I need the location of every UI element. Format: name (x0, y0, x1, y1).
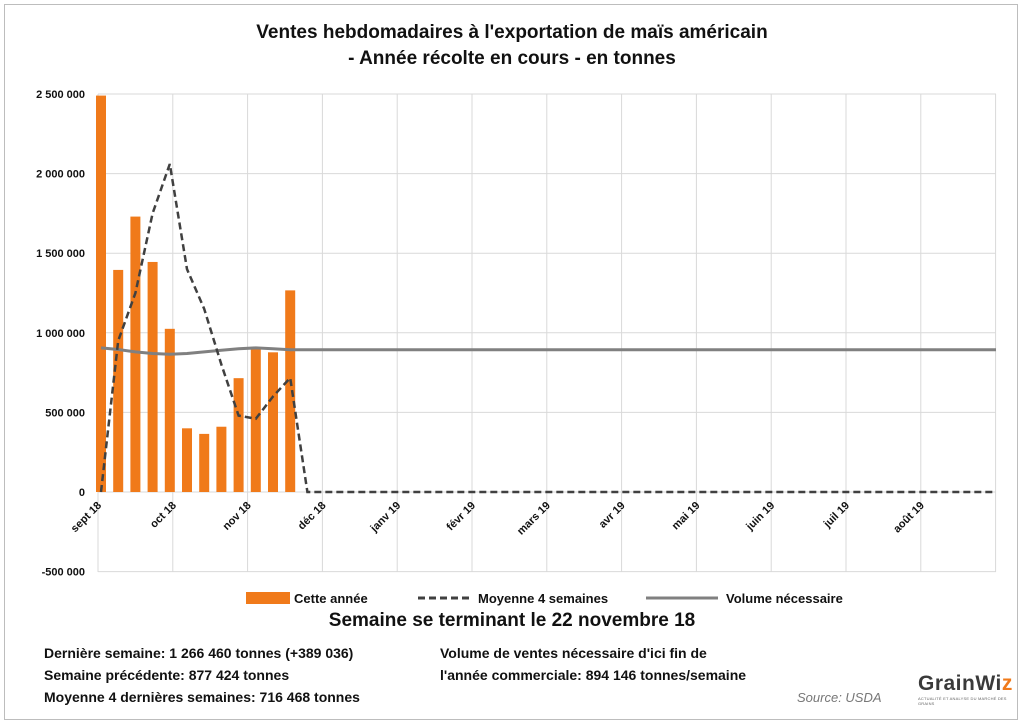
legend-item-volume: Volume nécessaire (646, 588, 843, 608)
y-tick-label: 500 000 (45, 407, 85, 419)
chart-title-line2: - Année récolte en cours - en tonnes (348, 48, 676, 69)
x-tick-label: août 19 (891, 500, 927, 536)
x-tick-label: avr 19 (597, 500, 628, 531)
chart-title: Ventes hebdomadaires à l'exportation de … (256, 22, 768, 43)
info-needed-line1: Volume de ventes nécessaire d'ici fin de (440, 645, 707, 661)
y-tick-label: -500 000 (42, 567, 85, 579)
y-axis-labels: 2 500 000 2 000 000 1 500 000 1 000 000 500 … (36, 89, 85, 579)
y-tick-label: 2 000 000 (36, 169, 85, 181)
y-tick-label: 1 500 000 (36, 248, 85, 260)
y-tick-label: 2 500 000 (36, 89, 85, 101)
bars-layer (96, 95, 296, 493)
y-tick-label: 0 (79, 487, 85, 499)
y-tick-label: 1 000 000 (36, 328, 85, 340)
bar-cette-annee (285, 290, 296, 492)
x-tick-label: sept 18 (69, 500, 104, 535)
x-tick-label: mai 19 (670, 500, 703, 533)
x-tick-label: déc 18 (296, 500, 329, 533)
chart-frame (4, 4, 1018, 720)
line-volume-necessaire (100, 346, 996, 356)
legend-swatch-solid (646, 596, 718, 600)
info-right: Volume de ventes nécessaire d'ici fin de… (440, 642, 746, 686)
chart-subtitle: Semaine se terminant le 22 novembre 18 (328, 610, 696, 631)
bar-cette-annee (182, 428, 192, 492)
x-tick-label: nov 18 (221, 500, 254, 533)
logo-tagline: ACTUALITÉ ET ANALYSE DU MARCHÉ DES GRAIN… (918, 696, 1007, 706)
grid-layer (97, 93, 997, 573)
logo-wordmark: GrainWiz (918, 672, 1013, 695)
info-needed-line2: l'année commerciale: 894 146 tonnes/sema… (440, 667, 747, 683)
line-moyenne-4-semaines (99, 163, 996, 494)
x-tick-label: juin 19 (743, 500, 777, 534)
legend-label: Moyenne 4 semaines (478, 590, 609, 606)
legend-label: Cette année (294, 590, 368, 606)
source-note: Source: USDA (797, 690, 882, 705)
x-tick-label: janv 19 (368, 500, 404, 536)
info-previous-week: Semaine précédente: 877 424 tonnes (44, 667, 290, 683)
bar-cette-annee (147, 261, 158, 492)
info-last-week: Dernière semaine: 1 266 460 tonnes (+389… (44, 645, 354, 661)
x-tick-label: oct 18 (148, 500, 179, 531)
info-left: Dernière semaine: 1 266 460 tonnes (+389… (44, 642, 360, 708)
legend-swatch-dashed (418, 596, 472, 600)
x-tick-label: juil 19 (821, 500, 852, 531)
bar-cette-annee (113, 269, 124, 492)
bar-cette-annee (164, 328, 175, 492)
bar-cette-annee (199, 433, 210, 492)
legend-label: Volume nécessaire (726, 590, 843, 606)
legend-item-cette-annee: Cette année (246, 588, 368, 608)
legend-swatch-bar (246, 592, 290, 604)
bar-cette-annee (96, 95, 106, 492)
bar-cette-annee (216, 426, 227, 492)
bar-cette-annee (130, 216, 141, 493)
x-tick-label: févr 19 (445, 500, 479, 534)
chart-svg: 2 500 000 2 000 000 1 500 000 1 000 000 500 … (36, 89, 997, 579)
legend-item-moyenne: Moyenne 4 semaines (418, 588, 608, 608)
info-4week-avg: Moyenne 4 dernières semaines: 716 468 to… (44, 689, 360, 705)
lines-layer (99, 163, 996, 494)
bar-cette-annee (233, 378, 244, 492)
x-axis-labels: sept 18 oct 18 nov 18 déc 18 janv 19 févr 19 m… (69, 500, 927, 538)
bar-cette-annee (268, 352, 278, 492)
grainwiz-logo: GrainWiz ACTUALITÉ ET ANALYSE DU MARCHÉ … (918, 672, 1014, 712)
